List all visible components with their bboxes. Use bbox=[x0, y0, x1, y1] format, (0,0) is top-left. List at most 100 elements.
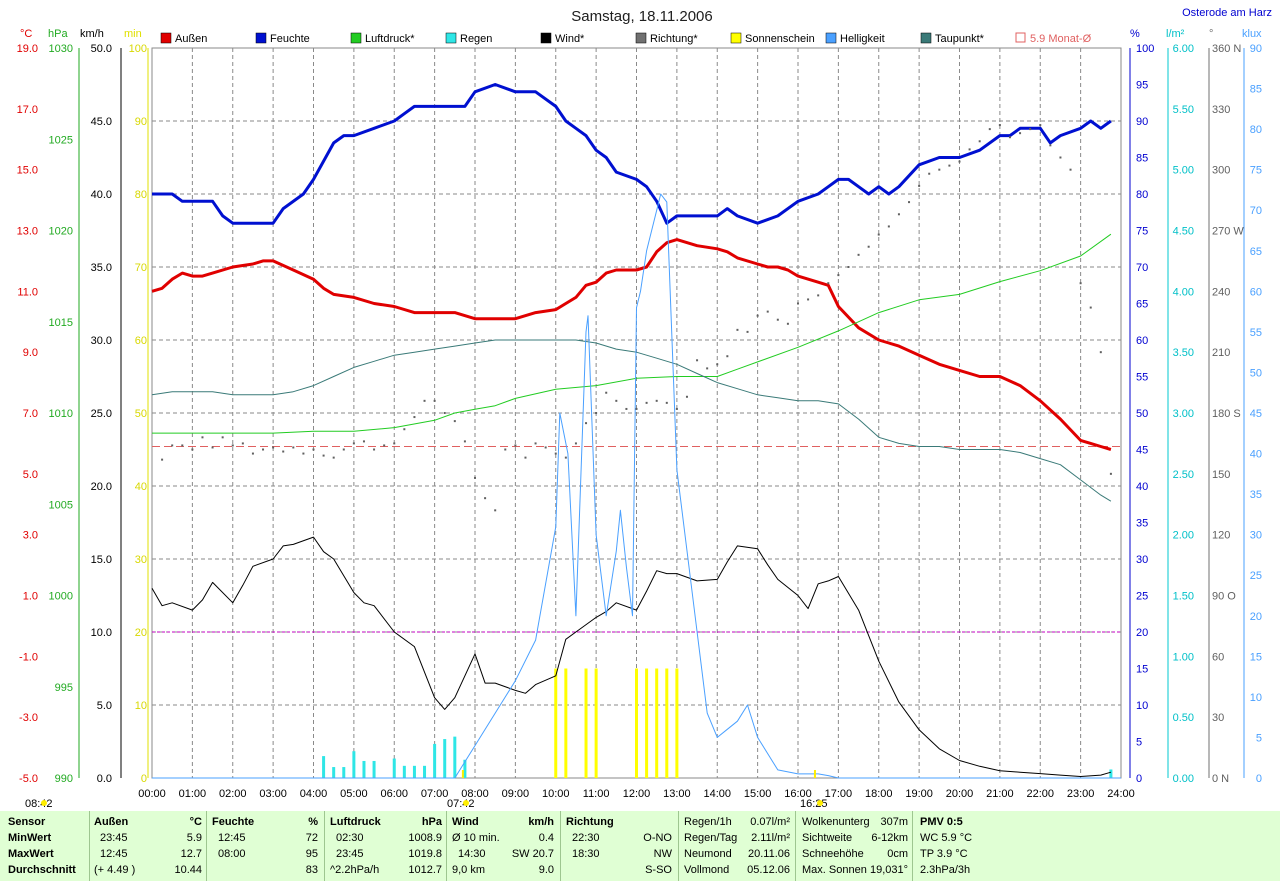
direction-point bbox=[726, 355, 729, 358]
time-tick-label: 12:00 bbox=[623, 788, 651, 800]
pressure-tick-label: 1015 bbox=[49, 317, 73, 329]
temp-tick-label: 11.0 bbox=[17, 286, 38, 298]
rain-tick-label: 6.00 bbox=[1173, 43, 1194, 55]
direction-point bbox=[928, 172, 931, 175]
stats-min-label: MinWert bbox=[8, 832, 52, 844]
stats-regen-day-label: Regen/Tag bbox=[684, 832, 738, 844]
rain-tick-label: 5.00 bbox=[1173, 165, 1194, 177]
stats-richtung-max-value: NW bbox=[653, 848, 672, 860]
wind-tick-label: 0.0 bbox=[97, 773, 112, 785]
sunshine-bar bbox=[554, 668, 558, 778]
humidity-tick-label: 50 bbox=[1136, 408, 1148, 420]
direction-point bbox=[776, 318, 779, 321]
pressure-tick-label: 995 bbox=[55, 682, 73, 694]
stats-feuchte-min-value: 72 bbox=[305, 832, 318, 844]
direction-point bbox=[231, 444, 234, 447]
direction-point bbox=[605, 391, 608, 394]
direction-point bbox=[635, 407, 638, 410]
rain-bar bbox=[412, 765, 416, 778]
time-tick-label: 16:00 bbox=[784, 788, 812, 800]
direction-point bbox=[978, 140, 981, 143]
sun-tick-label: 50 bbox=[135, 408, 147, 420]
direction-point bbox=[251, 452, 254, 455]
time-tick-label: 20:00 bbox=[946, 788, 974, 800]
legend-swatch bbox=[920, 32, 932, 44]
humidity-tick-label: 40 bbox=[1136, 481, 1148, 493]
time-tick-label: 10:00 bbox=[542, 788, 570, 800]
time-tick-label: 21:00 bbox=[986, 788, 1014, 800]
stats-feuchte-max-value: 95 bbox=[305, 848, 318, 860]
stats-richtung-min-time: 22:30 bbox=[572, 832, 600, 844]
direction-point bbox=[554, 452, 557, 455]
wind-tick-label: 50.0 bbox=[91, 43, 112, 55]
wind-tick-label: 10.0 bbox=[91, 627, 112, 639]
sun-tick-label: 80 bbox=[135, 189, 147, 201]
sun-tick-label: 90 bbox=[135, 116, 147, 128]
direction-point bbox=[746, 330, 749, 333]
stats-richtung-header: Richtung bbox=[566, 816, 614, 828]
legend-swatch bbox=[445, 32, 457, 44]
direction-point bbox=[1099, 351, 1102, 354]
sun-marker-dot bbox=[817, 800, 823, 806]
legend-swatch bbox=[825, 32, 837, 44]
legend-swatch bbox=[730, 32, 742, 44]
direction-point bbox=[665, 401, 668, 404]
rain-tick-label: 2.50 bbox=[1173, 469, 1194, 481]
direction-point bbox=[655, 399, 658, 402]
direction-point bbox=[1019, 132, 1022, 135]
rain-tick-label: 0.00 bbox=[1173, 773, 1194, 785]
stats-feuchte-col: Feuchte% 12:45 72 08:00 95 83 bbox=[212, 811, 318, 881]
stats-vollmond-value: 05.12.06 bbox=[747, 864, 790, 876]
rain-tick-label: 1.50 bbox=[1173, 591, 1194, 603]
direction-point bbox=[918, 184, 921, 187]
sun-tick-label: 0 bbox=[141, 773, 147, 785]
stats-wolken-label: Wolkenunterg bbox=[802, 816, 870, 828]
stats-pmv-header: PMV 0:5 bbox=[920, 816, 963, 828]
light-tick-label: 60 bbox=[1250, 286, 1262, 298]
direction-point bbox=[998, 124, 1001, 127]
chart-series bbox=[151, 83, 1121, 779]
humidity-tick-label: 60 bbox=[1136, 335, 1148, 347]
stats-windchill: WC 5.9 °C bbox=[920, 832, 973, 844]
time-tick-label: 07:00 bbox=[421, 788, 449, 800]
pressure-tick-label: 1005 bbox=[49, 499, 73, 511]
stats-luftdruck-max-value: 1019.8 bbox=[408, 848, 442, 860]
rain-bar bbox=[402, 765, 406, 778]
stats-aussen-min-value: 5.9 bbox=[186, 832, 202, 844]
direction-point bbox=[867, 245, 870, 248]
direction-point bbox=[474, 476, 476, 479]
direction-point bbox=[675, 407, 678, 410]
direction-point bbox=[1008, 136, 1011, 139]
direction-point bbox=[968, 148, 971, 151]
stats-richtung-col: Richtung 22:30 O-NO 18:30 NW S-SO bbox=[566, 811, 672, 881]
direction-point bbox=[373, 448, 376, 451]
wind-tick-label: 35.0 bbox=[91, 262, 112, 274]
time-tick-label: 14:00 bbox=[703, 788, 731, 800]
stats-feuchte-unit: % bbox=[308, 816, 318, 828]
legend-label: Feuchte bbox=[270, 33, 310, 45]
direction-point bbox=[595, 412, 598, 414]
direction-point bbox=[342, 448, 345, 451]
stats-max-label: MaxWert bbox=[8, 848, 54, 860]
sun-markers: 08:42 07:42 16:25 bbox=[25, 770, 828, 810]
direction-point bbox=[847, 266, 850, 268]
stats-aussen-trend: (+ 4.49 ) bbox=[94, 864, 136, 876]
legend-swatch bbox=[635, 32, 647, 44]
rain-tick-label: 0.50 bbox=[1173, 712, 1194, 724]
stats-luftdruck-unit: hPa bbox=[421, 816, 442, 828]
pressure-tick-label: 990 bbox=[55, 773, 73, 785]
stats-aussen-max-time: 12:45 bbox=[100, 848, 128, 860]
axis-unit-label: min bbox=[124, 28, 142, 40]
humidity-tick-label: 80 bbox=[1136, 189, 1148, 201]
direction-point bbox=[1109, 472, 1112, 475]
stats-wind-distance: 9,0 km bbox=[452, 864, 486, 876]
stats-wind-header: Wind bbox=[452, 816, 479, 828]
direction-point bbox=[544, 446, 547, 449]
stats-feuchte-avg-value: 83 bbox=[305, 864, 318, 876]
stats-aussen-col: Außen °C 23:45 5.9 12:45 12.7 (+ 4.49 ) 10.4… bbox=[94, 811, 202, 881]
direction-point bbox=[322, 454, 325, 457]
axis-unit-label: km/h bbox=[80, 28, 104, 40]
chart-title: Samstag, 18.11.2006 bbox=[571, 8, 713, 25]
direction-point bbox=[797, 302, 799, 305]
rain-tick-label: 1.00 bbox=[1173, 651, 1194, 663]
